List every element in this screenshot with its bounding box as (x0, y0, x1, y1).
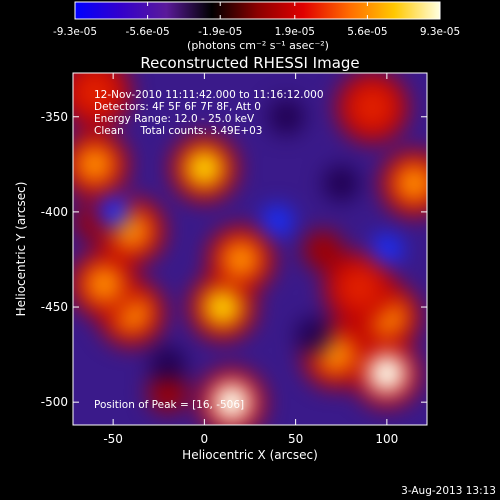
heatmap-source (202, 287, 243, 328)
annotation-clean-counts: Clean Total counts: 3.49E+03 (94, 125, 263, 137)
heatmap-source (74, 144, 115, 185)
heatmap-source (323, 165, 360, 202)
heatmap-source (370, 233, 403, 266)
x-tick-label: 100 (375, 432, 398, 446)
heatmap-source (97, 195, 130, 228)
y-tick-label: -350 (41, 110, 68, 124)
heatmap-source (184, 148, 225, 189)
annotation-peak-position: Position of Peak = [16, -506] (94, 399, 244, 411)
chart-title: Reconstructed RHESSI Image (140, 54, 359, 72)
heatmap-source (268, 98, 305, 135)
heatmap-source (350, 85, 395, 130)
annotation-time-range: 12-Nov-2010 11:11:42.000 to 11:16:12.000 (94, 89, 324, 101)
y-axis-label: Heliocentric Y (arcsec) (14, 182, 28, 317)
x-tick-label: 50 (288, 432, 303, 446)
heatmap-source-core (221, 392, 242, 413)
annotation-detectors: Detectors: 4F 5F 6F 7F 8F, Att 0 (94, 101, 261, 113)
x-axis-label: Heliocentric X (arcsec) (182, 448, 318, 462)
heatmap-source (302, 229, 343, 270)
x-tick-label: 0 (201, 432, 209, 446)
heatmap-source (149, 346, 186, 383)
colorbar-tick-label: 5.6e-05 (347, 26, 387, 38)
heatmap-source (337, 266, 382, 311)
heatmap-source (220, 239, 261, 280)
colorbar-tick-label: -5.6e-05 (126, 26, 170, 38)
colorbar-ticks: -9.3e-05 -5.6e-05 -1.9e-05 1.9e-05 5.6e-05 9.… (53, 2, 460, 38)
heatmap-layer (73, 73, 427, 425)
colorbar-tick-label: -9.3e-05 (53, 26, 97, 38)
heatmap-source (73, 73, 117, 115)
y-tick-label: -400 (41, 205, 68, 219)
heatmap-source (147, 372, 188, 413)
colorbar-tick-label: 9.3e-05 (420, 26, 460, 38)
colorbar-tick-label: -1.9e-05 (198, 26, 242, 38)
axes: -50 0 50 100-350-400-450-500 (41, 73, 427, 446)
plot-frame (72, 72, 428, 426)
y-tick-label: -500 (41, 395, 68, 409)
heatmap-source (295, 317, 332, 354)
annotation-energy-range: Energy Range: 12.0 - 25.0 keV (94, 113, 255, 125)
colorbar-units: (photons cm⁻² s⁻¹ asec⁻²) (187, 39, 329, 52)
heatmap-source (84, 264, 125, 305)
timestamp: 3-Aug-2013 13:13 (401, 485, 496, 497)
y-tick-label: -450 (41, 300, 68, 314)
colorbar-tick-label: 1.9e-05 (275, 26, 315, 38)
heatmap-source (394, 163, 427, 204)
heatmap-source-core (376, 363, 397, 384)
heatmap-source (261, 205, 294, 238)
colorbar (74, 1, 441, 20)
x-tick-label: -50 (103, 432, 123, 446)
